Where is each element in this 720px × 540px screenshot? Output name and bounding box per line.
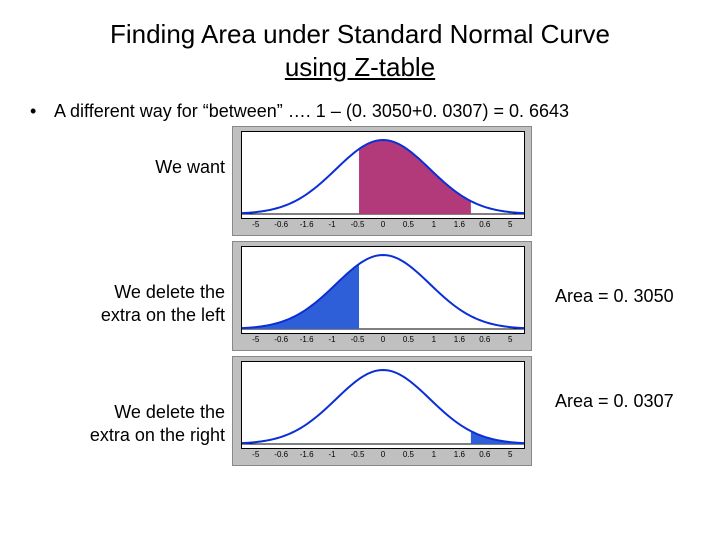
tick-label: 0.6 <box>472 335 497 347</box>
tick-label: 1.6 <box>447 335 472 347</box>
tick-label: 0 <box>370 335 395 347</box>
chart-row-1: We want -5-0.6-1.6-1-0.500.511.60.65 <box>0 126 720 241</box>
row-1-left-label: We want <box>0 156 225 179</box>
row-3-svg <box>242 362 524 448</box>
tick-label: 0 <box>370 450 395 462</box>
tick-label: -0.5 <box>345 450 370 462</box>
tick-label: -0.6 <box>268 450 293 462</box>
row-1-chart: -5-0.6-1.6-1-0.500.511.60.65 <box>232 126 532 236</box>
bullet-dot: • <box>30 101 50 122</box>
row-2-ticks: -5-0.6-1.6-1-0.500.511.60.65 <box>241 335 525 347</box>
tick-label: 0.6 <box>472 450 497 462</box>
row-2-plot <box>241 246 525 334</box>
tick-label: 1.6 <box>447 220 472 232</box>
row-1-plot <box>241 131 525 219</box>
tick-label: -5 <box>243 450 268 462</box>
row-3-left-label: We delete theextra on the right <box>0 401 225 446</box>
tick-label: -5 <box>243 335 268 347</box>
row-3-ticks: -5-0.6-1.6-1-0.500.511.60.65 <box>241 450 525 462</box>
title-line-1: Finding Area under Standard Normal Curve <box>110 19 610 49</box>
row-2-left-label: We delete theextra on the left <box>0 281 225 326</box>
tick-label: -5 <box>243 220 268 232</box>
tick-label: -0.6 <box>268 220 293 232</box>
tick-label: 5 <box>498 450 523 462</box>
tick-label: -1.6 <box>294 220 319 232</box>
title-line-2: using Z-table <box>285 52 435 82</box>
tick-label: -1.6 <box>294 335 319 347</box>
tick-label: 0.5 <box>396 335 421 347</box>
tick-label: -0.5 <box>345 220 370 232</box>
tick-label: 1 <box>421 220 446 232</box>
page-title: Finding Area under Standard Normal Curve… <box>0 0 720 83</box>
chart-row-3: We delete theextra on the right -5-0.6-1… <box>0 356 720 471</box>
tick-label: -1 <box>319 335 344 347</box>
tick-label: 0 <box>370 220 395 232</box>
tick-label: -1 <box>319 450 344 462</box>
chart-rows: We want -5-0.6-1.6-1-0.500.511.60.65 We … <box>0 126 720 471</box>
row-1-ticks: -5-0.6-1.6-1-0.500.511.60.65 <box>241 220 525 232</box>
tick-label: 0.6 <box>472 220 497 232</box>
row-2-svg <box>242 247 524 333</box>
row-1-svg <box>242 132 524 218</box>
tick-label: 5 <box>498 220 523 232</box>
tick-label: -0.6 <box>268 335 293 347</box>
tick-label: 5 <box>498 335 523 347</box>
bullet-item: • A different way for “between” …. 1 – (… <box>0 83 720 126</box>
bullet-text: A different way for “between” …. 1 – (0.… <box>54 101 569 121</box>
tick-label: 0.5 <box>396 220 421 232</box>
chart-row-2: We delete theextra on the left -5-0.6-1.… <box>0 241 720 356</box>
row-3-chart: -5-0.6-1.6-1-0.500.511.60.65 <box>232 356 532 466</box>
row-3-right-label: Area = 0. 0307 <box>555 391 700 412</box>
tick-label: 1.6 <box>447 450 472 462</box>
tick-label: 1 <box>421 450 446 462</box>
tick-label: -0.5 <box>345 335 370 347</box>
row-3-plot <box>241 361 525 449</box>
row-2-right-label: Area = 0. 3050 <box>555 286 700 307</box>
tick-label: -1 <box>319 220 344 232</box>
row-2-chart: -5-0.6-1.6-1-0.500.511.60.65 <box>232 241 532 351</box>
tick-label: 0.5 <box>396 450 421 462</box>
tick-label: -1.6 <box>294 450 319 462</box>
tick-label: 1 <box>421 335 446 347</box>
